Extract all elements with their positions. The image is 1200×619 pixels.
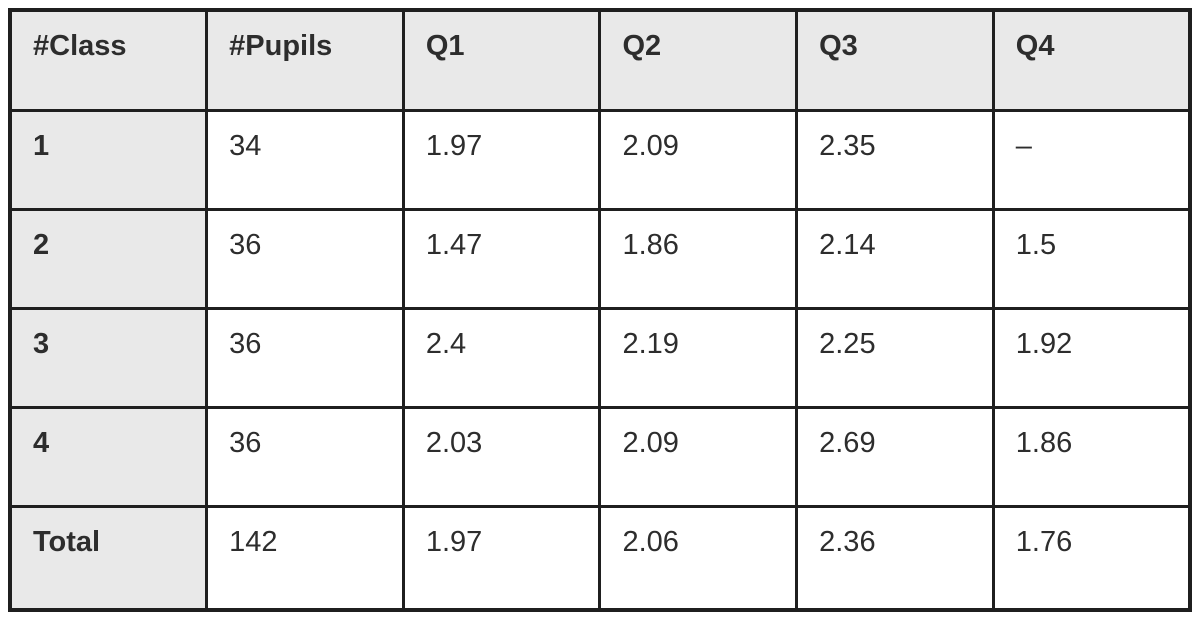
row-header-cell: 4 [8,405,209,508]
data-cell: 2.25 [795,306,995,409]
data-cell: 1.97 [401,504,602,612]
data-cell: 2.09 [598,108,799,211]
data-cell: – [991,108,1192,211]
table-total-row: Total 142 1.97 2.06 2.36 1.76 [8,504,1192,612]
data-cell: 34 [205,108,405,211]
data-cell: 2.06 [598,504,799,612]
table-header-row: #Class #Pupils Q1 Q2 Q3 Q4 [8,8,1192,112]
table-row: 2 36 1.47 1.86 2.14 1.5 [8,207,1192,310]
data-cell: 1.5 [991,207,1192,310]
header-cell-q1: Q1 [401,8,602,112]
data-cell: 2.35 [795,108,995,211]
data-cell: 2.36 [795,504,995,612]
data-cell: 1.86 [991,405,1192,508]
data-cell: 2.4 [401,306,602,409]
data-cell: 2.69 [795,405,995,508]
data-cell: 36 [205,306,405,409]
header-cell-class: #Class [8,8,209,112]
data-cell: 36 [205,207,405,310]
data-cell: 1.86 [598,207,799,310]
data-cell: 1.47 [401,207,602,310]
row-header-cell-total: Total [8,504,209,612]
row-header-cell: 2 [8,207,209,310]
row-header-cell: 1 [8,108,209,211]
table-row: 3 36 2.4 2.19 2.25 1.92 [8,306,1192,409]
table-row: 4 36 2.03 2.09 2.69 1.86 [8,405,1192,508]
data-cell: 1.92 [991,306,1192,409]
header-cell-pupils: #Pupils [205,8,405,112]
results-table-container: #Class #Pupils Q1 Q2 Q3 Q4 1 34 1.97 2.0… [8,8,1192,612]
table-row: 1 34 1.97 2.09 2.35 – [8,108,1192,211]
data-cell: 1.97 [401,108,602,211]
data-cell: 2.09 [598,405,799,508]
data-cell: 2.14 [795,207,995,310]
data-cell: 36 [205,405,405,508]
class-results-table: #Class #Pupils Q1 Q2 Q3 Q4 1 34 1.97 2.0… [8,8,1192,612]
header-cell-q2: Q2 [598,8,799,112]
data-cell: 1.76 [991,504,1192,612]
data-cell: 2.19 [598,306,799,409]
row-header-cell: 3 [8,306,209,409]
data-cell: 2.03 [401,405,602,508]
data-cell: 142 [205,504,405,612]
header-cell-q3: Q3 [795,8,995,112]
header-cell-q4: Q4 [991,8,1192,112]
